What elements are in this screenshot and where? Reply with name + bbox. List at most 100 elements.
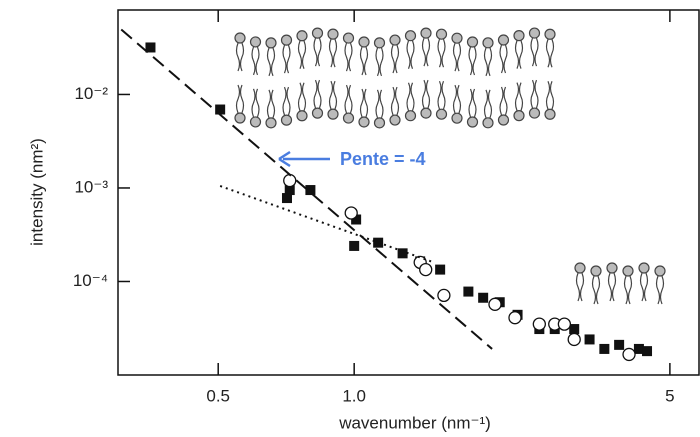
lipid-head — [638, 262, 650, 274]
lipid-head — [435, 28, 448, 40]
point — [633, 343, 644, 354]
point — [349, 240, 360, 251]
lipid-head — [249, 116, 262, 128]
lipid-tail — [297, 40, 307, 70]
lipid-head — [311, 107, 324, 119]
lipid-head — [482, 117, 494, 129]
lipid-head — [606, 262, 618, 274]
point — [478, 292, 489, 303]
lipid-head — [497, 34, 510, 46]
membrane-illustrations — [234, 27, 666, 305]
lipid-tail — [390, 86, 400, 116]
lipid-tail — [266, 89, 276, 119]
lipid-head — [622, 265, 634, 277]
lipid-head — [654, 265, 666, 277]
lipid-tail — [437, 38, 446, 68]
lipid-head — [497, 114, 510, 126]
y-tick-label: 10⁻⁴ — [73, 271, 108, 290]
lipid-head — [265, 37, 277, 49]
x-tick-label: 0.5 — [206, 386, 230, 405]
point — [305, 185, 316, 196]
point — [532, 317, 546, 331]
lipid-tail — [328, 80, 338, 110]
point — [215, 104, 226, 115]
point — [642, 346, 653, 357]
lipid-tail — [499, 86, 508, 116]
lipid-tail — [235, 42, 245, 72]
point — [622, 347, 636, 362]
lipid-head — [544, 108, 556, 120]
plot-frame — [117, 9, 700, 376]
lipid-tail — [468, 46, 477, 76]
lipid-tail — [282, 44, 291, 74]
lipid-tail — [452, 42, 462, 72]
plot — [120, 28, 653, 362]
lipid-tail — [483, 47, 493, 77]
lipid-head — [342, 112, 355, 124]
dotted-line — [219, 185, 432, 263]
lipid-tail — [375, 89, 384, 119]
y-tick-label: 10⁻³ — [74, 177, 108, 196]
lipid-head — [590, 265, 602, 277]
lipid-head — [574, 262, 586, 274]
lipid-head — [249, 36, 262, 48]
lipid-head — [296, 30, 308, 42]
lipid-tail — [607, 272, 617, 302]
lipid-head — [389, 114, 401, 126]
lipid-tail — [251, 46, 260, 76]
lipid-tail — [545, 81, 555, 110]
lipid-tail — [359, 88, 369, 118]
lipid-head — [404, 30, 417, 42]
lipid-tail — [499, 44, 508, 74]
lipid-head — [466, 36, 479, 48]
lipid-head — [404, 110, 417, 122]
annotation: Pente = -4 — [340, 149, 426, 169]
point — [284, 185, 295, 196]
point — [419, 262, 433, 277]
lipid-tail — [575, 272, 585, 302]
lipid-head — [327, 108, 339, 120]
lipid-head — [358, 116, 370, 128]
lipid-head — [513, 30, 525, 42]
point — [567, 332, 581, 347]
lipid-tail — [545, 39, 555, 68]
point — [557, 317, 572, 331]
lipid-tail — [468, 88, 477, 118]
lipid-head — [528, 107, 541, 119]
point — [145, 42, 156, 53]
lipid-head — [342, 32, 355, 44]
lipid-head — [280, 114, 293, 126]
lipid-head — [482, 37, 494, 49]
lipid-tail — [623, 275, 633, 305]
lipid-head — [389, 34, 401, 46]
lipid-head — [373, 37, 386, 49]
x-tick-label: 5 — [665, 386, 674, 405]
lipid-head — [435, 108, 448, 120]
lipid-tail — [655, 275, 665, 305]
point — [463, 286, 474, 297]
annotation-arrowhead — [278, 150, 291, 168]
lipid-tail — [421, 37, 431, 67]
lipid-head — [358, 36, 370, 48]
point — [435, 264, 446, 275]
lipid-head — [528, 27, 541, 39]
point — [599, 343, 610, 354]
point — [569, 324, 580, 335]
point — [281, 193, 292, 204]
lipid-tail — [639, 272, 649, 302]
point — [344, 206, 358, 220]
point — [614, 339, 625, 350]
point — [508, 311, 522, 325]
lipid-head — [466, 116, 479, 128]
y-tick-label: 10⁻² — [74, 84, 108, 103]
point — [283, 173, 297, 188]
point — [437, 288, 451, 303]
lipid-tail — [359, 46, 369, 76]
lipid-head — [280, 34, 293, 46]
lipid-tail — [235, 84, 245, 114]
lipid-tail — [452, 84, 462, 114]
x-tick-label: 1.0 — [342, 386, 366, 405]
lipid-tail — [297, 82, 307, 111]
lipid-tail — [421, 79, 431, 109]
lipid-tail — [406, 82, 415, 111]
